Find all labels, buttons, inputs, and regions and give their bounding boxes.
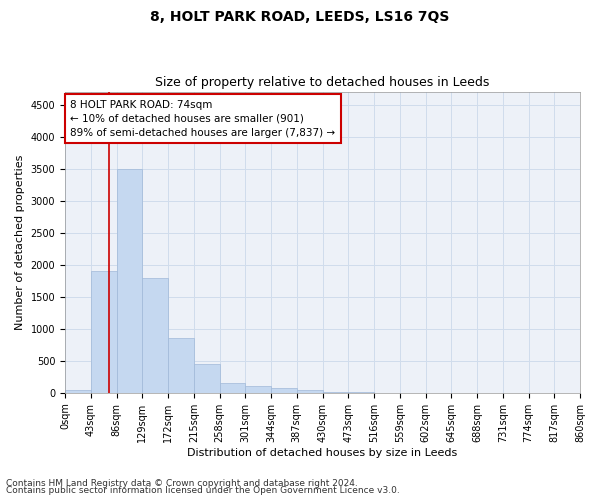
Bar [348,392,374,393]
Bar [168,338,194,393]
Text: Contains HM Land Registry data © Crown copyright and database right 2024.: Contains HM Land Registry data © Crown c… [6,478,358,488]
Bar [271,388,297,393]
Bar [323,392,348,393]
Bar [65,390,91,393]
Bar [194,364,220,393]
Y-axis label: Number of detached properties: Number of detached properties [15,155,25,330]
Bar [91,272,116,393]
Bar [220,383,245,393]
Title: Size of property relative to detached houses in Leeds: Size of property relative to detached ho… [155,76,490,90]
X-axis label: Distribution of detached houses by size in Leeds: Distribution of detached houses by size … [187,448,458,458]
Text: 8, HOLT PARK ROAD, LEEDS, LS16 7QS: 8, HOLT PARK ROAD, LEEDS, LS16 7QS [151,10,449,24]
Text: Contains public sector information licensed under the Open Government Licence v3: Contains public sector information licen… [6,486,400,495]
Bar [142,278,168,393]
Text: 8 HOLT PARK ROAD: 74sqm
← 10% of detached houses are smaller (901)
89% of semi-d: 8 HOLT PARK ROAD: 74sqm ← 10% of detache… [70,100,335,138]
Bar [245,386,271,393]
Bar [297,390,323,393]
Bar [116,169,142,393]
